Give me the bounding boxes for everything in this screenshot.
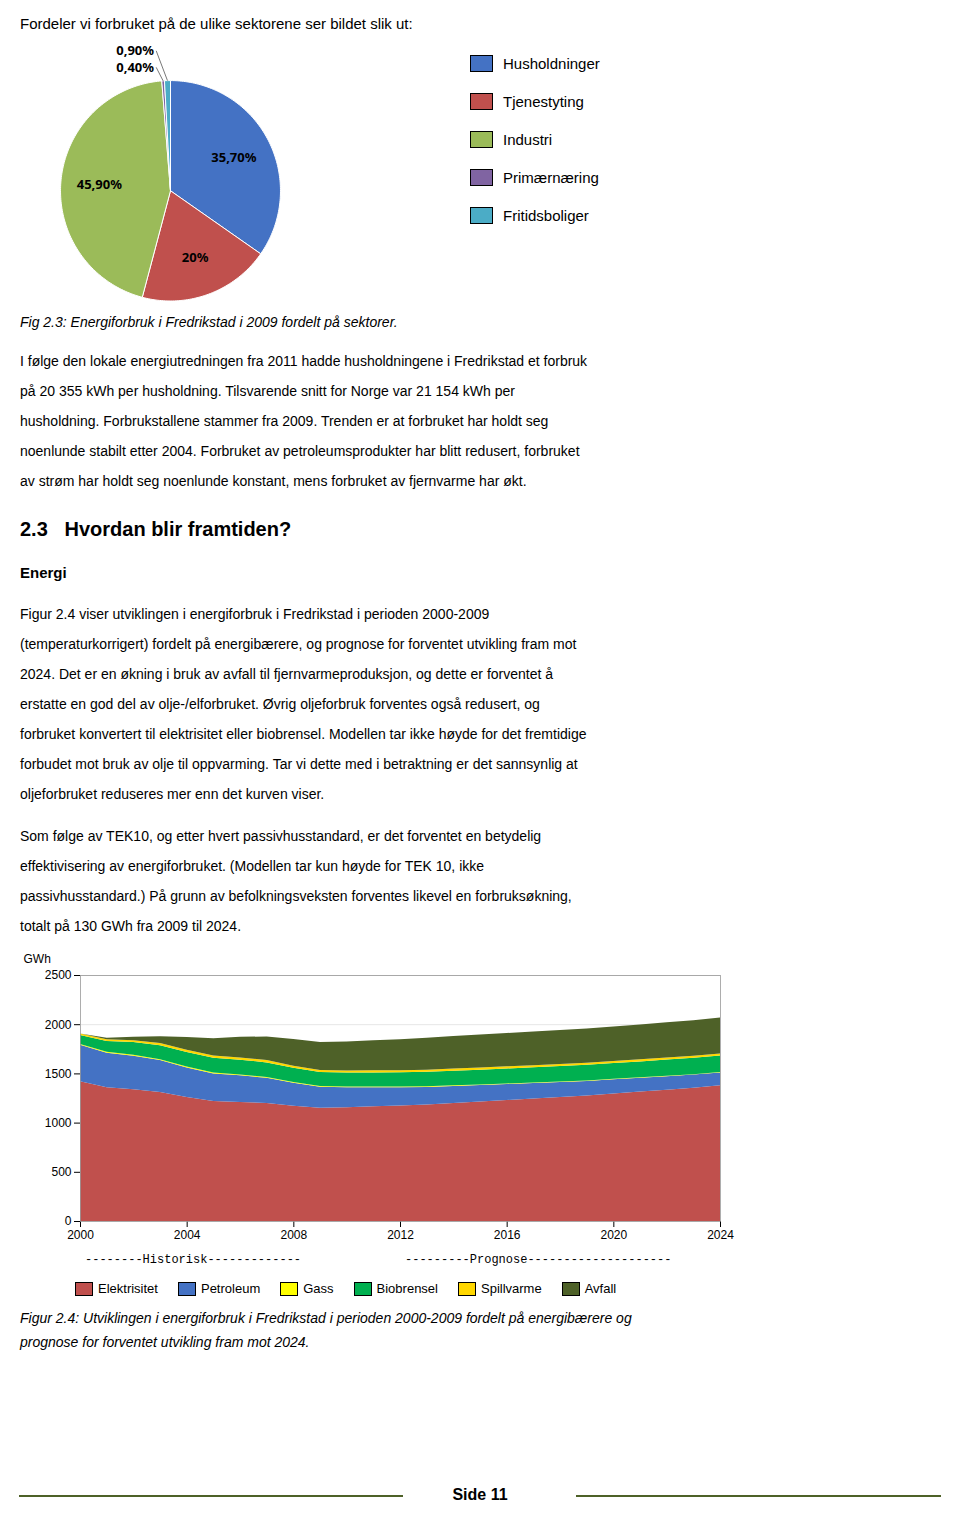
- html-text:Elektrisitet: Elektrisitet: [98, 1281, 158, 1296]
- svg-text:2016: 2016: [494, 1228, 521, 1242]
- html-text:Primærnæring: Primærnæring: [503, 168, 599, 186]
- html-text:forbruket konvertert til elekt: forbruket konvertert til elektrisitet el…: [20, 726, 587, 742]
- svg-text:20%: 20%: [182, 248, 209, 266]
- svg-text:1000: 1000: [45, 1116, 72, 1130]
- html-text:(temperaturkorrigert) fordelt: (temperaturkorrigert) fordelt på energib…: [20, 636, 577, 652]
- html-text:på 20 355 kWh per husholdning.: på 20 355 kWh per husholdning. Tilsvaren…: [20, 383, 515, 399]
- html-text:erstatte en god del av olje-/e: erstatte en god del av olje-/elforbruket…: [20, 696, 540, 712]
- html-text:effektivisering av energiforbr: effektivisering av energiforbruket. (Mod…: [20, 858, 484, 874]
- html-text:Gass: Gass: [303, 1281, 334, 1296]
- html-text:av strøm har holdt seg noenlun: av strøm har holdt seg noenlunde konstan…: [20, 473, 527, 489]
- html-text:2024. Det er en økning i bruk: 2024. Det er en økning i bruk av avfall …: [20, 666, 554, 682]
- svg-text:GWh: GWh: [24, 952, 51, 966]
- html-text:Tjenestyting: Tjenestyting: [503, 92, 584, 110]
- html-text:Spillvarme: Spillvarme: [481, 1281, 542, 1296]
- svg-text:0: 0: [65, 1214, 72, 1228]
- svg-text:45,90%: 45,90%: [77, 175, 122, 193]
- svg-text:35,70%: 35,70%: [211, 148, 256, 166]
- svg-text:2020: 2020: [600, 1228, 627, 1242]
- html-text:--------Historisk-------------: --------Historisk-------------: [85, 1253, 301, 1267]
- html-text:husholdning. Forbrukstallene s: husholdning. Forbrukstallene stammer fra…: [20, 413, 549, 429]
- svg-text:500: 500: [51, 1165, 71, 1179]
- html-text:Petroleum: Petroleum: [201, 1281, 261, 1296]
- html-text:prognose for forventet utvikli: prognose for forventet utvikling fram mo…: [20, 1334, 310, 1350]
- html-text:noenlunde stabilt etter 2004.: noenlunde stabilt etter 2004. Forbruket …: [20, 443, 580, 459]
- html-text:Avfall: Avfall: [584, 1281, 617, 1296]
- svg-text:1500: 1500: [45, 1067, 72, 1081]
- html-text:Figur 2.4 viser utviklingen i: Figur 2.4 viser utviklingen i energiforb…: [20, 606, 490, 622]
- html-text:oljeforbruket reduseres mer en: oljeforbruket reduseres mer enn det kurv…: [20, 786, 325, 802]
- html-text:Fordeler vi forbruket på de ul: Fordeler vi forbruket på de ulike sektor…: [20, 15, 413, 32]
- html-text:Figur 2.4: Utviklingen i energ: Figur 2.4: Utviklingen i energiforbruk i…: [20, 1310, 632, 1326]
- html-text:2.3 Hvordan blir framtiden?: 2.3 Hvordan blir framtiden?: [20, 518, 292, 540]
- html-text:Industri: Industri: [503, 130, 553, 148]
- html-text:forbudet mot bruk av olje til: forbudet mot bruk av olje til oppvarming…: [20, 756, 578, 772]
- svg-text:2008: 2008: [280, 1228, 307, 1242]
- html-text:Husholdninger: Husholdninger: [503, 54, 600, 72]
- svg-text:2000: 2000: [67, 1228, 94, 1242]
- svg-text:2000: 2000: [45, 1018, 72, 1032]
- html-text:Fritidsboliger: Fritidsboliger: [503, 206, 589, 224]
- html-text:passivhusstandard.) På grunn a: passivhusstandard.) På grunn av befolkni…: [20, 888, 572, 904]
- html-text:Fig 2.3: Energiforbruk i Fredr: Fig 2.3: Energiforbruk i Fredrikstad i 2…: [20, 314, 398, 330]
- svg-text:2004: 2004: [174, 1228, 201, 1242]
- html-text:totalt på 130 GWh fra 2009 til: totalt på 130 GWh fra 2009 til 2024.: [20, 918, 241, 934]
- svg-text:0,90%: 0,90%: [116, 41, 154, 59]
- html-text:Som følge av TEK10, og etter h: Som følge av TEK10, og etter hvert passi…: [20, 828, 542, 844]
- svg-text:2012: 2012: [387, 1228, 414, 1242]
- svg-text:0,40%: 0,40%: [116, 58, 154, 76]
- html-text:---------Prognose-------------: ---------Prognose--------------------: [405, 1253, 672, 1267]
- html-text:Side 11: Side 11: [452, 1486, 508, 1503]
- svg-text:2500: 2500: [45, 968, 72, 982]
- html-text:I følge den lokale energiutred: I følge den lokale energiutredningen fra…: [20, 353, 588, 369]
- svg-text:2024: 2024: [707, 1228, 734, 1242]
- html-text:Energi: Energi: [20, 564, 67, 581]
- html-text:Biobrensel: Biobrensel: [376, 1281, 438, 1296]
